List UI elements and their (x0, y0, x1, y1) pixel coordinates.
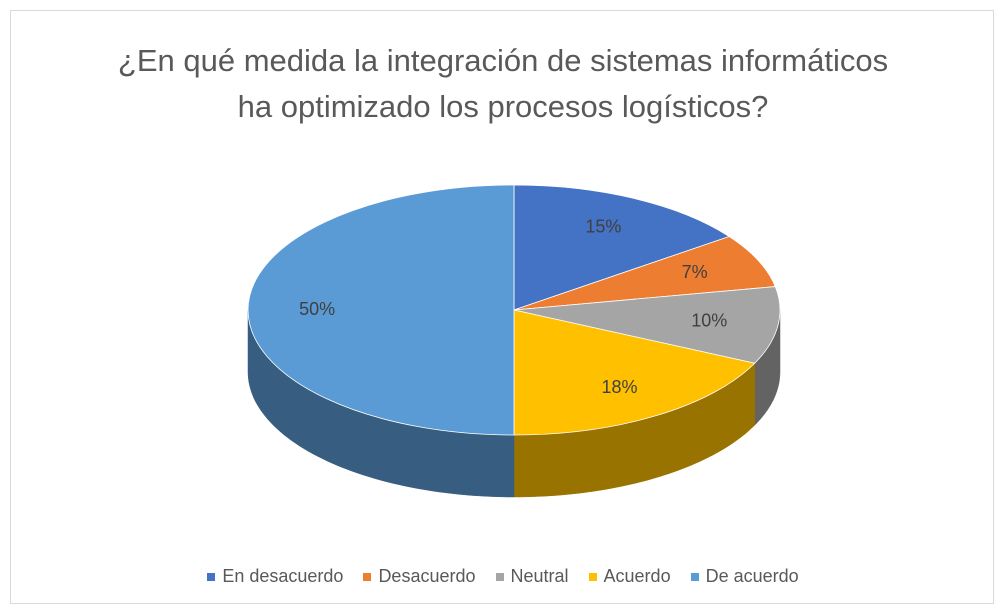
chart-title: ¿En qué medida la integración de sistema… (117, 43, 889, 124)
legend-item: Neutral (495, 566, 569, 587)
legend-item: Desacuerdo (363, 566, 476, 587)
slice (513, 184, 731, 311)
data-label: 50% (299, 299, 335, 319)
slice (513, 236, 776, 311)
legend-swatch (363, 572, 372, 581)
chart-frame (10, 10, 994, 604)
legend-item: En desacuerdo (207, 566, 343, 587)
legend: En desacuerdo Desacuerdo Neutral Acuerdo De … (0, 566, 1006, 587)
data-label: 7% (682, 262, 708, 282)
legend-label: En desacuerdo (222, 566, 344, 586)
legend-label: Neutral (510, 566, 569, 586)
slice (513, 309, 756, 436)
slice (513, 286, 781, 364)
data-label: 10% (691, 310, 727, 330)
legend-label: De acuerdo (705, 566, 799, 586)
data-label: 15% (585, 216, 621, 236)
data-label: 18% (601, 377, 637, 397)
slice (247, 184, 515, 436)
legend-label: Desacuerdo (378, 566, 476, 586)
legend-item: Acuerdo (588, 566, 671, 587)
legend-swatch (690, 572, 699, 581)
legend-swatch (207, 572, 216, 581)
legend-swatch (495, 572, 504, 581)
legend-label: Acuerdo (603, 566, 671, 586)
legend-swatch (588, 572, 597, 581)
legend-item: De acuerdo (690, 566, 799, 587)
